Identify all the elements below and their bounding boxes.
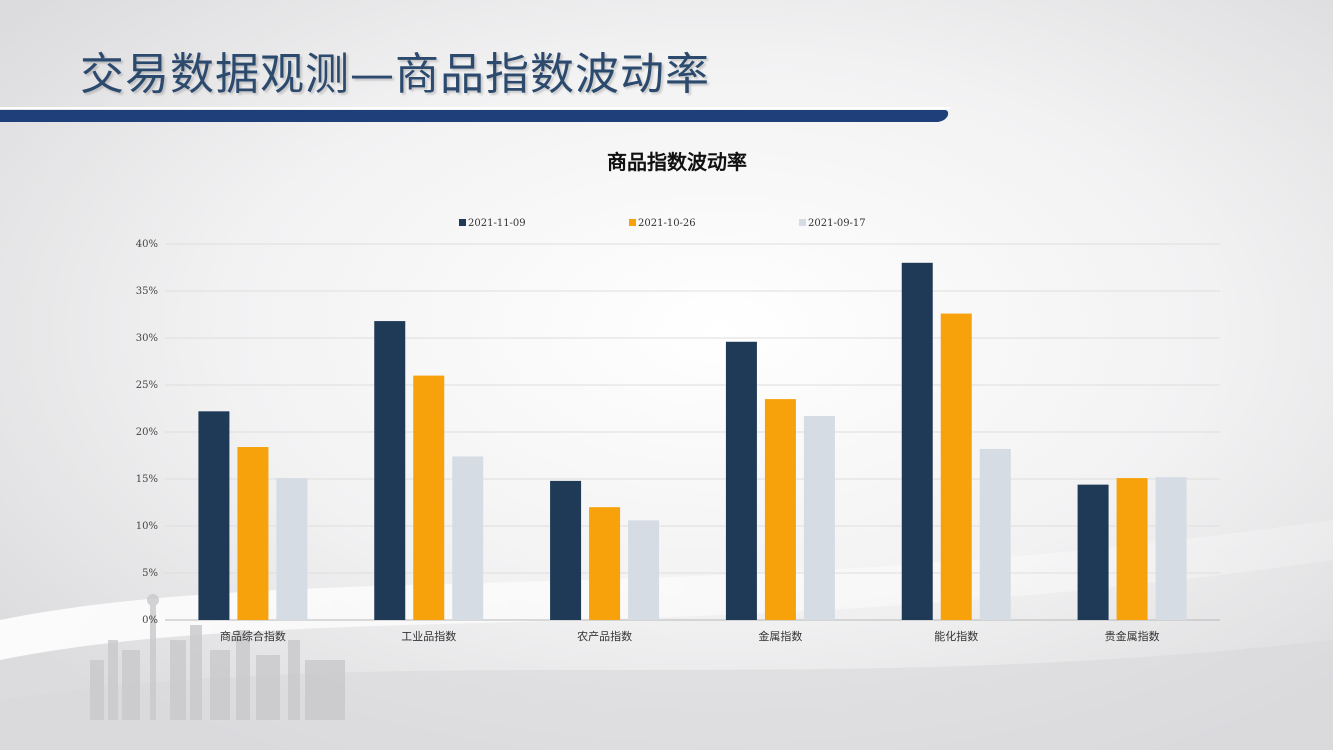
bar	[979, 448, 1011, 620]
chart-gridlines	[165, 243, 1220, 621]
bar	[1155, 477, 1187, 620]
bar	[940, 313, 972, 620]
header-divider-bar	[0, 107, 950, 122]
bar	[276, 478, 308, 620]
bar	[803, 416, 835, 620]
bar	[237, 447, 269, 620]
x-category-label: 贵金属指数	[1105, 629, 1160, 643]
x-category-label: 工业品指数	[401, 629, 456, 643]
bar	[901, 262, 933, 620]
bar	[628, 520, 660, 620]
legend-swatch	[629, 219, 636, 226]
chart-title: 商品指数波动率	[607, 150, 747, 174]
bar	[198, 411, 230, 620]
bar	[589, 507, 621, 620]
legend-label: 2021-10-26	[638, 218, 696, 229]
bar	[413, 375, 445, 620]
y-tick-label: 0%	[142, 615, 158, 626]
y-tick-label: 5%	[142, 568, 158, 579]
slide-title: 交易数据观测—商品指数波动率	[80, 49, 710, 100]
legend-swatch	[459, 219, 466, 226]
skyline-silhouette	[90, 594, 345, 720]
bar	[550, 480, 582, 620]
x-category-label: 金属指数	[758, 629, 802, 643]
x-category-label: 能化指数	[934, 629, 978, 643]
x-category-label: 商品综合指数	[220, 629, 286, 643]
chart-legend: 2021-11-09 2021-10-26 2021-09-17	[459, 218, 866, 229]
y-tick-label: 40%	[136, 239, 158, 250]
chart-bars	[198, 262, 1187, 620]
y-tick-label: 15%	[136, 474, 158, 485]
y-tick-label: 20%	[136, 427, 158, 438]
bar	[374, 321, 406, 620]
y-axis-ticks: 0% 5% 10% 15% 20% 25% 30% 35% 40%	[136, 239, 158, 626]
y-tick-label: 30%	[136, 333, 158, 344]
bar	[452, 456, 484, 620]
legend-label: 2021-11-09	[468, 218, 526, 229]
x-category-label: 农产品指数	[577, 629, 632, 643]
y-tick-label: 25%	[136, 380, 158, 391]
bar	[1077, 484, 1109, 620]
bar	[1116, 478, 1148, 620]
legend-label: 2021-09-17	[808, 218, 866, 229]
y-tick-label: 10%	[136, 521, 158, 532]
bar	[764, 399, 796, 620]
y-tick-label: 35%	[136, 286, 158, 297]
bar	[725, 341, 757, 620]
x-axis-labels: 商品综合指数 工业品指数 农产品指数 金属指数 能化指数 贵金属指数	[220, 629, 1160, 643]
legend-swatch	[799, 219, 806, 226]
